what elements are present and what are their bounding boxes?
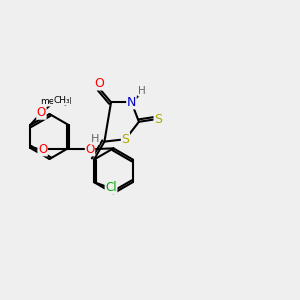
Text: H: H — [91, 134, 99, 144]
Text: S: S — [154, 113, 162, 126]
Text: CH₃: CH₃ — [53, 96, 70, 105]
Text: methyl: methyl — [40, 97, 72, 106]
Text: O: O — [95, 77, 105, 90]
Text: O: O — [85, 143, 94, 156]
Text: S: S — [122, 133, 129, 146]
Text: N: N — [127, 96, 136, 109]
Text: H: H — [138, 86, 146, 96]
Text: O: O — [38, 143, 47, 156]
Text: O: O — [37, 106, 46, 119]
Text: Cl: Cl — [105, 181, 117, 194]
